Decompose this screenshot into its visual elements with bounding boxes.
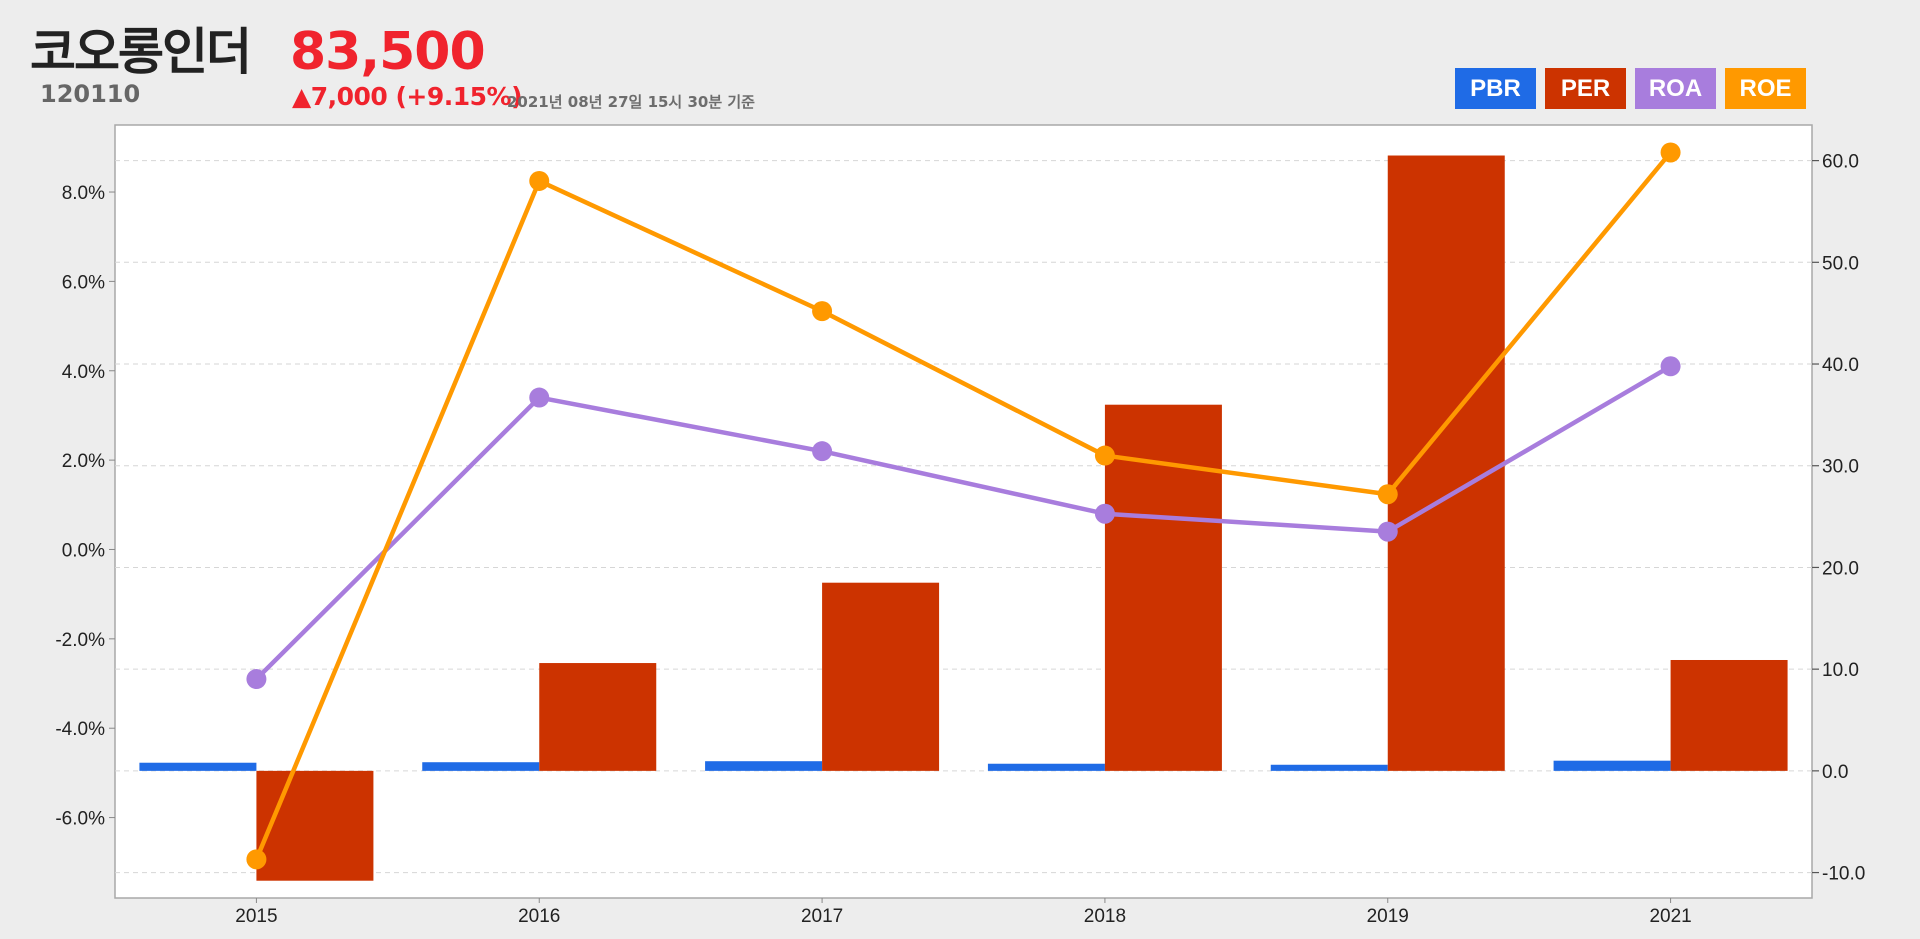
- left-axis-label: 6.0%: [62, 272, 105, 293]
- point-roe: [529, 170, 550, 191]
- plot-area: [114, 124, 1813, 899]
- point-roa: [529, 387, 550, 408]
- point-roe: [1094, 445, 1115, 466]
- point-roa: [246, 669, 267, 690]
- right-axis-label: 60.0: [1822, 152, 1859, 173]
- left-axis-label: 4.0%: [62, 362, 105, 383]
- legend: PBR PER ROA ROE: [1455, 68, 1806, 109]
- timestamp: 2021년 08년 27일 15시 30분 기준: [507, 93, 755, 111]
- bar-per: [822, 582, 940, 771]
- legend-per[interactable]: PER: [1545, 68, 1626, 109]
- legend-roa[interactable]: ROA: [1635, 68, 1716, 109]
- x-axis-label: 2021: [1649, 906, 1691, 927]
- left-axis-label: -6.0%: [55, 809, 105, 830]
- left-axis-label: 2.0%: [62, 451, 105, 472]
- left-axis-label: 0.0%: [62, 540, 105, 561]
- right-axis-label: 10.0: [1822, 660, 1859, 681]
- stock-code: 120110: [40, 80, 141, 108]
- point-roe: [246, 849, 267, 870]
- right-axis-label: 0.0: [1822, 762, 1848, 783]
- left-axis-label: -4.0%: [55, 719, 105, 740]
- right-axis-label: 20.0: [1822, 558, 1859, 579]
- right-axis-label: 40.0: [1822, 355, 1859, 376]
- bar-pbr: [1270, 764, 1388, 771]
- point-roe: [1660, 142, 1681, 163]
- bar-per: [1670, 659, 1788, 771]
- x-axis-label: 2018: [1084, 906, 1126, 927]
- x-axis-label: 2019: [1367, 906, 1409, 927]
- line-roa: [254, 364, 1672, 681]
- point-roa: [812, 441, 833, 462]
- point-roa: [1094, 503, 1115, 524]
- point-roa: [1377, 521, 1398, 542]
- bar-pbr: [422, 762, 540, 771]
- bar-per: [256, 770, 374, 881]
- x-axis-label: 2017: [801, 906, 843, 927]
- right-axis-label: 50.0: [1822, 253, 1859, 274]
- line-roe: [254, 151, 1673, 861]
- price-change: ▲7,000 (+9.15%): [292, 82, 523, 111]
- point-roa: [1660, 356, 1681, 377]
- left-axis-label: -2.0%: [55, 630, 105, 651]
- point-roe: [1377, 484, 1398, 505]
- right-axis-label: -10.0: [1822, 864, 1865, 885]
- bar-pbr: [705, 761, 823, 771]
- bar-pbr: [139, 762, 257, 771]
- point-roe: [812, 301, 833, 322]
- bar-per: [539, 663, 657, 771]
- stock-name: 코오롱인더: [30, 23, 252, 81]
- right-axis-label: 30.0: [1822, 457, 1859, 478]
- legend-pbr[interactable]: PBR: [1455, 68, 1536, 109]
- bar-pbr: [1553, 760, 1671, 771]
- left-axis-label: 8.0%: [62, 183, 105, 204]
- x-axis-label: 2016: [518, 906, 560, 927]
- current-price: 83,500: [290, 22, 486, 82]
- x-axis-label: 2015: [235, 906, 277, 927]
- legend-roe[interactable]: ROE: [1725, 68, 1806, 109]
- bar-pbr: [987, 763, 1105, 771]
- bar-per: [1387, 155, 1505, 771]
